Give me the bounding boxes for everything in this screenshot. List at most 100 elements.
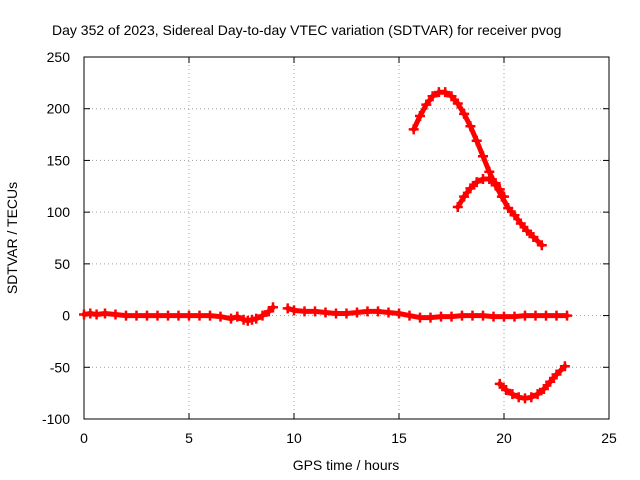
data-point — [541, 310, 551, 321]
data-point — [499, 191, 509, 202]
data-point — [121, 310, 131, 321]
data-point — [545, 376, 556, 387]
data-point — [163, 310, 173, 321]
data-point — [362, 306, 373, 317]
y-axis-label: SDTVAR / TECUs — [4, 182, 20, 294]
y-tick-label: 250 — [47, 49, 71, 65]
data-point — [465, 183, 476, 194]
data-point — [251, 313, 262, 324]
x-tick-label: 20 — [496, 430, 512, 446]
series-3 — [408, 87, 547, 251]
data-point — [436, 311, 446, 322]
data-point — [215, 311, 226, 322]
data-point — [465, 121, 476, 132]
data-point — [522, 225, 533, 236]
series-trace — [285, 305, 570, 321]
data-point — [520, 310, 530, 321]
data-point — [459, 191, 470, 202]
data-point — [421, 99, 432, 110]
data-point — [467, 310, 478, 321]
x-tick-label: 0 — [80, 430, 88, 446]
data-point — [352, 307, 362, 318]
data-point — [457, 310, 467, 321]
data-point — [373, 306, 383, 317]
y-tick-label: -100 — [42, 411, 70, 427]
data-point — [142, 310, 152, 321]
data-point — [257, 310, 268, 321]
series-4 — [452, 174, 509, 212]
axis-ticks: 0 5 10 15 20 25 -100 -50 0 50 100 150 200 250 — [42, 49, 617, 446]
data-point — [503, 203, 514, 214]
data-point — [425, 312, 436, 323]
data-point — [484, 174, 495, 185]
data-point — [440, 87, 451, 98]
data-point — [446, 91, 457, 102]
y-tick-label: 150 — [47, 152, 71, 168]
y-tick-label: 100 — [47, 204, 71, 220]
data-point — [515, 218, 526, 229]
data-point — [289, 305, 299, 316]
data-point — [184, 310, 194, 321]
data-point — [331, 308, 341, 319]
data-point — [471, 135, 482, 146]
data-point — [471, 177, 482, 188]
data-point — [538, 384, 549, 395]
data-point — [173, 310, 184, 321]
y-tick-label: -50 — [50, 359, 70, 375]
data-point — [509, 210, 520, 221]
data-point — [131, 310, 142, 321]
x-tick-label: 15 — [391, 430, 407, 446]
data-point — [282, 303, 293, 314]
data-point — [499, 311, 509, 322]
data-point — [494, 184, 505, 195]
data-point — [478, 151, 488, 162]
data-point — [427, 91, 438, 102]
data-point — [494, 378, 505, 389]
data-point — [528, 231, 539, 242]
data-point — [551, 369, 562, 380]
series-trace — [411, 89, 545, 248]
data-point — [152, 310, 163, 321]
y-tick-label: 200 — [47, 101, 71, 117]
data-point — [452, 201, 463, 212]
data-point — [268, 302, 278, 313]
data-point — [320, 307, 331, 318]
data-point — [562, 310, 572, 321]
data-point — [194, 310, 205, 321]
x-tick-label: 5 — [185, 430, 193, 446]
data-point — [100, 308, 110, 319]
data-point — [559, 361, 570, 372]
data-point — [232, 311, 243, 322]
data-point — [501, 385, 512, 396]
data-point — [341, 308, 352, 319]
data-point — [383, 307, 394, 318]
data-point — [110, 309, 121, 320]
data-points — [79, 87, 572, 404]
data-point — [226, 313, 236, 324]
series-2 — [282, 303, 572, 323]
data-point — [536, 240, 547, 251]
chart-title: Day 352 of 2023, Sidereal Day-to-day VTE… — [52, 22, 561, 38]
data-point — [478, 310, 488, 321]
data-point — [532, 389, 543, 400]
series-1 — [79, 302, 278, 326]
series-5 — [494, 361, 570, 404]
data-point — [415, 312, 425, 323]
data-point — [507, 389, 518, 400]
data-point — [446, 311, 457, 322]
data-point — [459, 108, 470, 119]
data-point — [415, 110, 425, 121]
data-point — [452, 98, 463, 109]
data-point — [394, 308, 404, 319]
data-point — [299, 306, 310, 317]
data-point — [551, 310, 562, 321]
data-point — [310, 306, 320, 317]
y-tick-label: 50 — [54, 256, 70, 272]
data-point — [408, 124, 419, 135]
x-axis-label: GPS time / hours — [293, 457, 400, 473]
x-tick-label: 10 — [286, 430, 302, 446]
data-point — [205, 310, 215, 321]
data-point — [488, 311, 499, 322]
y-tick-label: 0 — [62, 308, 70, 324]
